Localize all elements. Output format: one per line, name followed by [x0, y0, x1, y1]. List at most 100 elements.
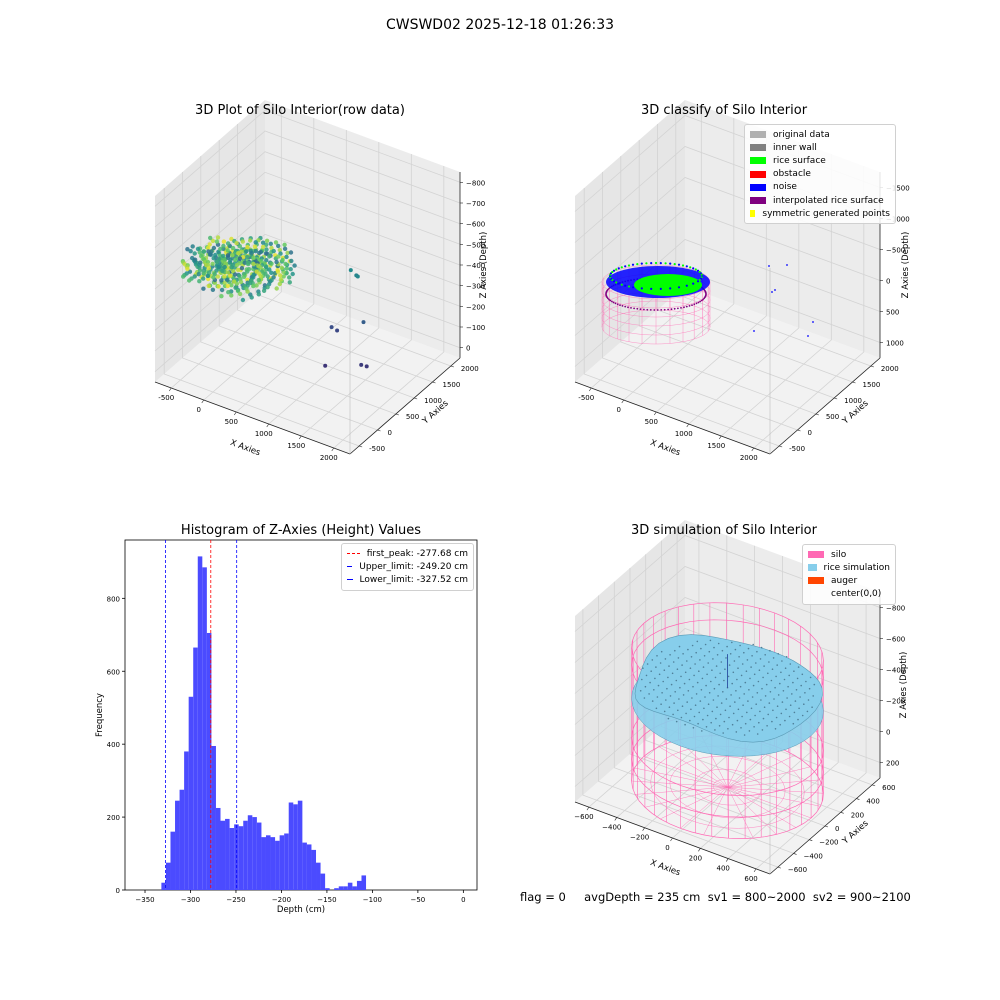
surface-point [288, 250, 294, 255]
rice-mesh-point [722, 691, 724, 693]
rice-mesh-point [734, 648, 737, 651]
surface-point [664, 287, 667, 290]
interpolated-point [636, 307, 639, 310]
rice-mesh-point [795, 689, 798, 691]
noise-point [774, 289, 776, 291]
surface-point [190, 244, 195, 249]
depth-histogram: −350 −300 −250 −200 −150 −100 −50 0 0 200 400 600 80… [95, 539, 478, 915]
status-footer: flag = 0 avgDepth = 235 cm sv1 = 800~200… [520, 890, 911, 904]
y-tick-label: -500 [369, 445, 385, 453]
rice-mesh-point [713, 646, 715, 649]
z-tick-label: −700 [466, 200, 485, 208]
interpolated-point [653, 309, 656, 311]
noise-point [812, 321, 814, 323]
surface-point [201, 286, 206, 291]
interpolated-point [670, 308, 673, 311]
surface-point [238, 279, 244, 285]
rice-mesh-point [739, 685, 742, 688]
surface-point [208, 235, 213, 241]
gridline [218, 140, 415, 399]
legend-item: silo [808, 548, 890, 561]
legend-item: noise [750, 181, 890, 194]
rice-mesh-point [752, 643, 754, 646]
legend-swatch [750, 197, 766, 205]
surface-point [214, 259, 220, 265]
surface-point [218, 246, 223, 252]
z-tick-label: −400 [886, 667, 905, 675]
silo-floor-ray [680, 786, 728, 829]
surface-point [645, 262, 648, 265]
histogram-bar [165, 862, 171, 890]
classify-legend: original data inner wall rice surface ob… [744, 124, 896, 225]
legend-item: rice surface [750, 154, 890, 167]
histogram-bar [306, 844, 312, 890]
surface-point [280, 257, 285, 263]
silo-floor-ray [727, 779, 820, 788]
surface-point [669, 262, 672, 265]
rice-mesh-point [641, 678, 643, 681]
rice-surface-region [634, 274, 702, 296]
rice-mesh-point [710, 680, 712, 683]
rice-mesh-point [651, 700, 654, 702]
gridline [154, 109, 461, 207]
rice-mesh-point [674, 649, 676, 652]
surface-point [264, 258, 269, 263]
gridline [154, 171, 461, 269]
rice-mesh-point [793, 670, 795, 672]
x-tick-label: −600 [574, 813, 593, 821]
rice-mesh-point [789, 663, 792, 665]
interpolated-point [656, 309, 659, 311]
rice-mesh-point [659, 662, 662, 664]
rice-mesh-point [681, 664, 683, 666]
gridline [753, 166, 865, 449]
rice-mesh-point [693, 674, 695, 677]
rice-mesh-point [712, 699, 715, 701]
histogram-bar [361, 875, 367, 890]
interpolated-point [616, 303, 619, 306]
outlier-point [355, 274, 360, 279]
surface-point [256, 277, 261, 283]
rice-mesh-point [797, 666, 800, 668]
histogram-bar [352, 886, 357, 890]
surface-point [237, 291, 243, 297]
rice-mesh-point [800, 684, 802, 687]
surface-point [201, 271, 206, 276]
gridline [582, 609, 779, 868]
histogram-bar [284, 833, 289, 890]
surface-point [267, 267, 272, 272]
y-axis-line [769, 357, 881, 455]
x-tick-label: −300 [181, 896, 200, 904]
rice-mesh-point [722, 732, 724, 734]
x-tick [589, 387, 592, 392]
rice-mesh-point [787, 685, 789, 688]
surface-point [240, 297, 246, 303]
surface-point [188, 249, 193, 254]
silo-floor-ray [727, 787, 754, 839]
surface-point [611, 270, 614, 274]
x-tick [642, 827, 645, 831]
surface-point [216, 284, 221, 289]
gridline [301, 154, 412, 437]
rice-mesh-point [801, 714, 804, 717]
silo-floor-ray [643, 756, 728, 788]
rice-mesh-point [728, 664, 731, 666]
outlier-point [364, 364, 369, 369]
y-tick [797, 429, 801, 432]
gridline [255, 108, 451, 367]
interpolated-point [643, 308, 645, 311]
rice-mesh-point [639, 690, 642, 692]
gridline [333, 166, 445, 449]
surface-point [253, 248, 258, 254]
x-tick-label: 0 [665, 844, 669, 852]
histogram-bar [179, 789, 185, 890]
noise-point [753, 330, 755, 332]
surface-point [251, 283, 256, 289]
rice-mesh-point [686, 701, 688, 703]
rice-mesh-point [801, 673, 804, 676]
surface-point [654, 287, 658, 291]
rice-mesh-point [723, 679, 725, 682]
rice-mesh-point [673, 702, 675, 704]
interpolated-point [685, 305, 688, 308]
surface-point [274, 259, 279, 265]
surface-point [217, 256, 222, 262]
